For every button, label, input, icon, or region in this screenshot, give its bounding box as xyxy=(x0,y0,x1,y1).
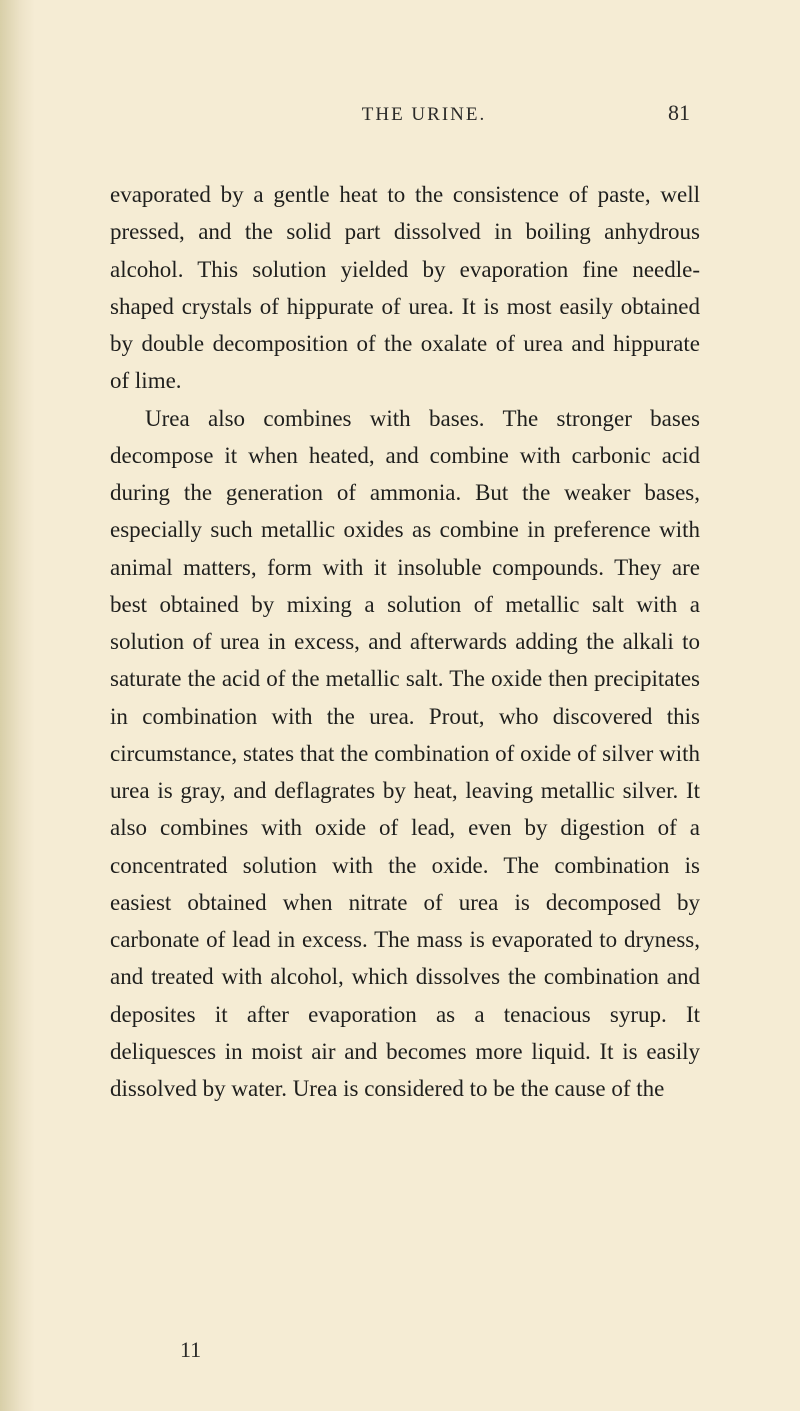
paragraph-1: evaporated by a gentle heat to the consi… xyxy=(110,176,700,400)
paragraph-2: Urea also combines with bases. The stron… xyxy=(110,400,700,1108)
page-number: 81 xyxy=(668,100,690,126)
body-text: evaporated by a gentle heat to the consi… xyxy=(110,176,700,1107)
running-title: THE URINE. xyxy=(180,104,668,126)
signature-number: 11 xyxy=(180,1337,201,1363)
page-header: THE URINE. 81 xyxy=(110,100,700,126)
document-page: THE URINE. 81 evaporated by a gentle hea… xyxy=(0,0,800,1411)
